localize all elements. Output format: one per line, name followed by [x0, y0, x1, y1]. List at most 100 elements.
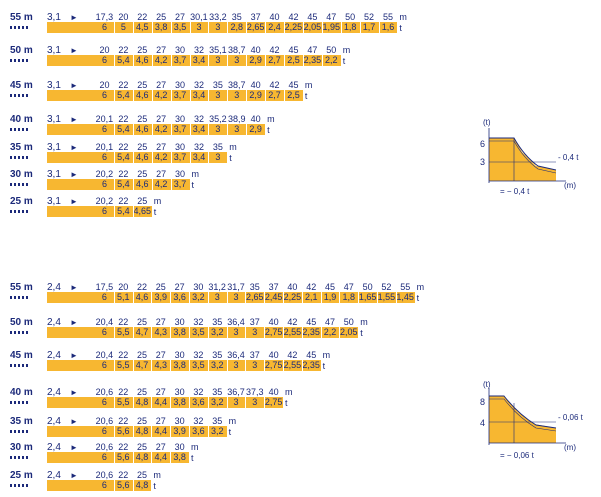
load-unit: t — [228, 427, 232, 437]
radius-value: 32 — [193, 114, 204, 124]
load-value: 6 — [101, 124, 107, 134]
cell-divider — [246, 55, 248, 66]
load-value: 2,35 — [303, 55, 322, 65]
radius-value: 50 — [345, 12, 356, 22]
load-value: 2,5 — [287, 55, 300, 65]
radius-value: 40 — [287, 282, 298, 292]
radius-value: 27 — [155, 416, 166, 426]
load-value: 4,2 — [154, 152, 168, 162]
load-value: 1,8 — [343, 22, 357, 32]
load-value: 3,7 — [173, 124, 187, 134]
jib-length: 50 m — [10, 45, 33, 56]
load-value: 3,4 — [192, 55, 206, 65]
cell-divider — [189, 90, 191, 101]
min-radius: 3,1 — [47, 80, 61, 91]
load-unit: t — [416, 293, 420, 303]
load-unit: t — [267, 125, 270, 135]
load-value: 2,7 — [268, 90, 281, 100]
radius-value: 55 — [400, 282, 411, 292]
cell-divider — [132, 55, 134, 66]
radius-unit: m — [191, 442, 199, 452]
cell-divider — [301, 292, 303, 303]
arrow-icon: ► — [70, 81, 78, 90]
cell-divider — [245, 397, 247, 408]
radius-value: 30 — [175, 114, 186, 124]
radius-value: 40 — [269, 12, 280, 22]
radius-unit: m — [304, 80, 313, 90]
cell-divider — [265, 55, 267, 66]
load-value: 3,8 — [173, 452, 186, 462]
arrow-icon: ► — [70, 318, 78, 327]
load-value: 3,2 — [210, 397, 224, 407]
load-bar — [47, 206, 152, 217]
cell-divider — [189, 152, 191, 163]
min-radius: 3,1 — [47, 45, 61, 56]
load-value: 3,4 — [192, 124, 206, 134]
load-value: 6 — [101, 452, 107, 462]
jib-icon — [10, 484, 28, 487]
cell-divider — [283, 292, 284, 303]
load-value: 5,4 — [117, 179, 130, 189]
load-value: 3 — [214, 292, 220, 302]
load-value: 3 — [233, 327, 239, 337]
load-value: 2,2 — [324, 55, 338, 65]
jib-length: 50 m — [10, 317, 33, 328]
radius-value: 22 — [118, 317, 129, 327]
load-value: 2,35 — [302, 327, 320, 337]
radius-value: 25 — [136, 416, 147, 426]
arrow-icon: ► — [70, 388, 78, 397]
radius-value: 20 — [118, 282, 129, 292]
jib-icon — [10, 456, 28, 459]
radius-value: 30 — [174, 350, 185, 360]
radius-value: 25 — [136, 442, 147, 452]
load-value: 2,55 — [283, 327, 302, 337]
cell-divider — [151, 360, 153, 371]
jib-icon — [10, 430, 28, 433]
cell-divider — [208, 124, 210, 135]
cell-divider — [113, 152, 115, 163]
cell-divider — [189, 55, 191, 66]
load-value: 3,2 — [192, 292, 205, 302]
load-value: 3 — [215, 152, 221, 162]
load-value: 2,55 — [283, 360, 302, 370]
radius-value: 40 — [268, 350, 279, 360]
cell-divider — [189, 124, 191, 135]
cell-divider — [151, 55, 153, 66]
load-value: 2,2 — [323, 327, 337, 337]
load-value: 3,5 — [192, 360, 205, 370]
cell-divider — [207, 426, 209, 437]
load-unit: t — [304, 91, 308, 101]
load-value: 5,6 — [116, 452, 130, 462]
load-value: 3,9 — [154, 292, 168, 302]
load-value: 3 — [234, 90, 240, 100]
radius-value: 45 — [306, 350, 317, 360]
radius-unit: m — [191, 169, 200, 179]
min-radius: 3,1 — [47, 169, 61, 180]
radius-value: 37 — [250, 12, 261, 22]
load-value: 4,7 — [135, 360, 149, 370]
cell-divider — [113, 452, 115, 463]
radius-unit: m — [322, 350, 331, 360]
radius-value: 25 — [137, 45, 148, 55]
radius-value: 22 — [118, 416, 129, 426]
load-value: 2,4 — [268, 22, 281, 32]
load-value: 3 — [252, 360, 258, 370]
radius-value: 32 — [193, 387, 204, 397]
cell-divider — [132, 152, 134, 163]
radius-value: 25 — [136, 350, 147, 360]
min-radius: 2,4 — [47, 350, 61, 361]
load-bar — [47, 360, 321, 371]
cell-divider — [189, 327, 190, 338]
cell-divider — [395, 292, 397, 303]
load-value: 6 — [101, 426, 107, 436]
cell-divider — [208, 55, 210, 66]
cell-divider — [245, 360, 247, 371]
cell-divider — [227, 22, 229, 33]
cell-divider — [170, 90, 172, 101]
load-value: 2,9 — [249, 55, 262, 65]
jib-icon — [10, 401, 28, 404]
cell-divider — [339, 292, 341, 303]
radius-value: 20,6 — [95, 416, 114, 426]
radius-value: 50 — [326, 45, 337, 55]
cell-divider — [151, 22, 153, 33]
